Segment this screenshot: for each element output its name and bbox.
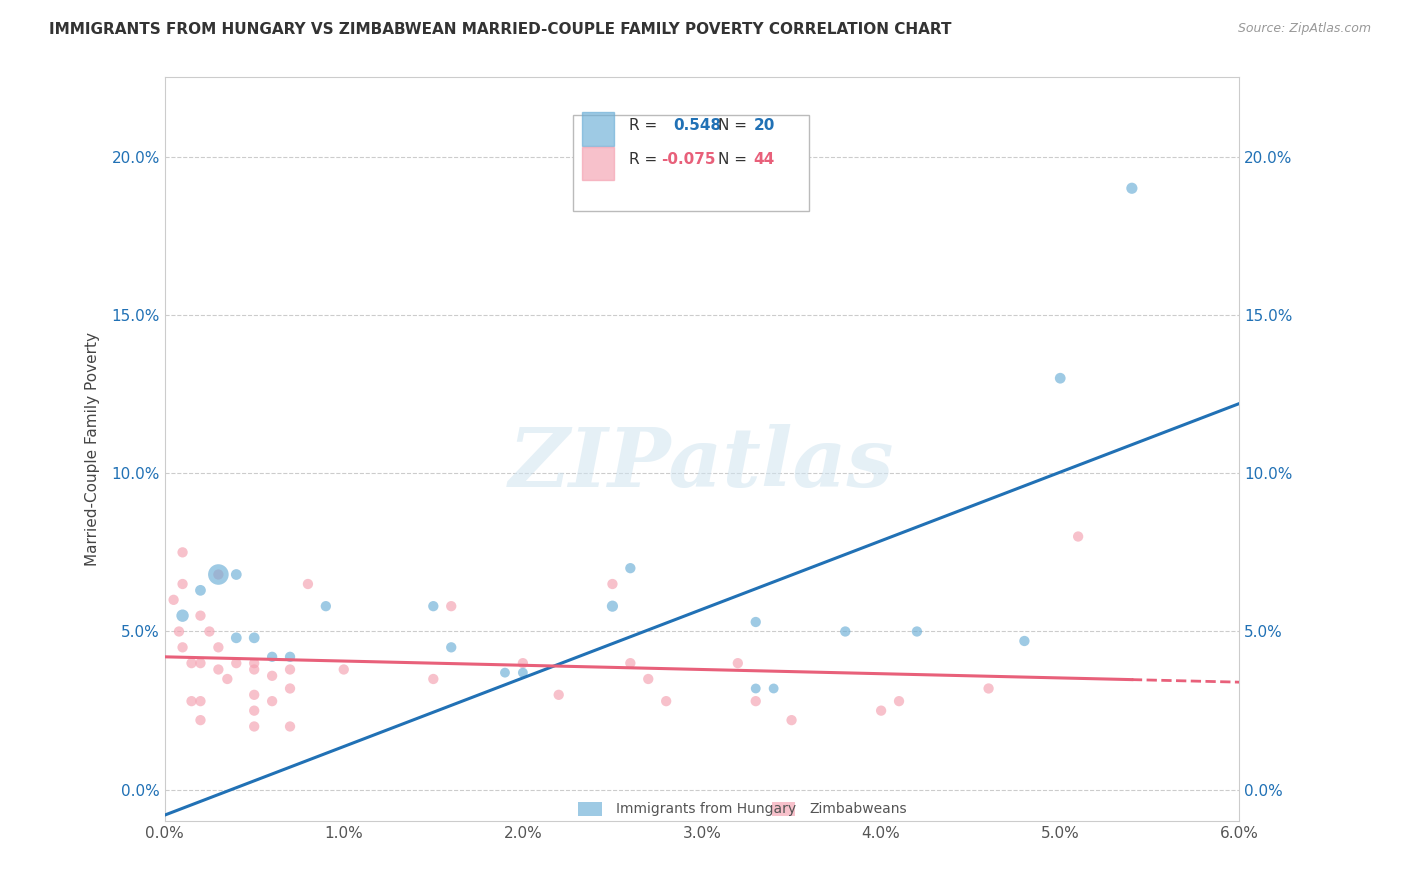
Point: [225, 567, 247, 582]
Point: [262, 694, 284, 708]
Point: [332, 663, 354, 677]
Point: [190, 583, 212, 598]
Point: [198, 624, 221, 639]
FancyBboxPatch shape: [582, 146, 614, 180]
Point: [602, 577, 624, 591]
Point: [190, 608, 212, 623]
Point: [977, 681, 1000, 696]
Point: [217, 672, 239, 686]
Point: [190, 656, 212, 670]
Point: [162, 592, 184, 607]
Point: [243, 663, 266, 677]
Point: [1067, 529, 1090, 543]
Point: [172, 577, 194, 591]
Point: [243, 688, 266, 702]
Point: [207, 663, 229, 677]
FancyBboxPatch shape: [772, 802, 796, 815]
Point: [172, 545, 194, 559]
Text: Zimbabweans: Zimbabweans: [810, 802, 907, 816]
Point: [1049, 371, 1071, 385]
Point: [780, 713, 803, 727]
Point: [207, 567, 229, 582]
Point: [1121, 181, 1143, 195]
Text: IMMIGRANTS FROM HUNGARY VS ZIMBABWEAN MARRIED-COUPLE FAMILY POVERTY CORRELATION : IMMIGRANTS FROM HUNGARY VS ZIMBABWEAN MA…: [49, 22, 952, 37]
Point: [190, 694, 212, 708]
Point: [243, 631, 266, 645]
Point: [602, 599, 624, 614]
Point: [905, 624, 928, 639]
Point: [512, 656, 534, 670]
Point: [512, 665, 534, 680]
Point: [494, 665, 516, 680]
FancyBboxPatch shape: [574, 115, 810, 211]
Point: [440, 640, 463, 655]
Text: N =: N =: [718, 118, 752, 133]
Point: [243, 704, 266, 718]
Point: [167, 624, 190, 639]
Point: [243, 719, 266, 733]
Text: N =: N =: [718, 153, 752, 167]
Point: [297, 577, 319, 591]
Point: [278, 719, 301, 733]
Point: [727, 656, 749, 670]
Point: [619, 561, 641, 575]
Text: ZIPatlas: ZIPatlas: [509, 425, 894, 504]
Y-axis label: Married-Couple Family Poverty: Married-Couple Family Poverty: [86, 333, 100, 566]
Point: [315, 599, 337, 614]
Point: [762, 681, 785, 696]
Point: [1014, 634, 1036, 648]
Point: [619, 656, 641, 670]
Text: 0.548: 0.548: [673, 118, 721, 133]
Point: [887, 694, 910, 708]
Point: [262, 669, 284, 683]
Point: [190, 713, 212, 727]
Point: [655, 694, 678, 708]
Point: [207, 567, 229, 582]
Point: [243, 656, 266, 670]
Point: [422, 599, 444, 614]
Point: [207, 640, 229, 655]
Point: [278, 663, 301, 677]
Text: R =: R =: [628, 153, 662, 167]
Point: [637, 672, 659, 686]
FancyBboxPatch shape: [582, 112, 614, 146]
Point: [278, 649, 301, 664]
Point: [745, 694, 768, 708]
Point: [422, 672, 444, 686]
Point: [745, 615, 768, 629]
Text: Immigrants from Hungary: Immigrants from Hungary: [616, 802, 796, 816]
Point: [180, 694, 202, 708]
Point: [834, 624, 856, 639]
Point: [172, 608, 194, 623]
Point: [547, 688, 569, 702]
FancyBboxPatch shape: [578, 802, 602, 815]
Text: 44: 44: [754, 153, 775, 167]
Text: R =: R =: [628, 118, 666, 133]
Text: Source: ZipAtlas.com: Source: ZipAtlas.com: [1237, 22, 1371, 36]
Point: [278, 681, 301, 696]
Point: [225, 656, 247, 670]
Text: -0.075: -0.075: [661, 153, 716, 167]
Point: [172, 640, 194, 655]
Point: [745, 681, 768, 696]
Point: [180, 656, 202, 670]
Point: [870, 704, 893, 718]
Point: [225, 631, 247, 645]
Point: [262, 649, 284, 664]
Point: [440, 599, 463, 614]
Text: 20: 20: [754, 118, 775, 133]
